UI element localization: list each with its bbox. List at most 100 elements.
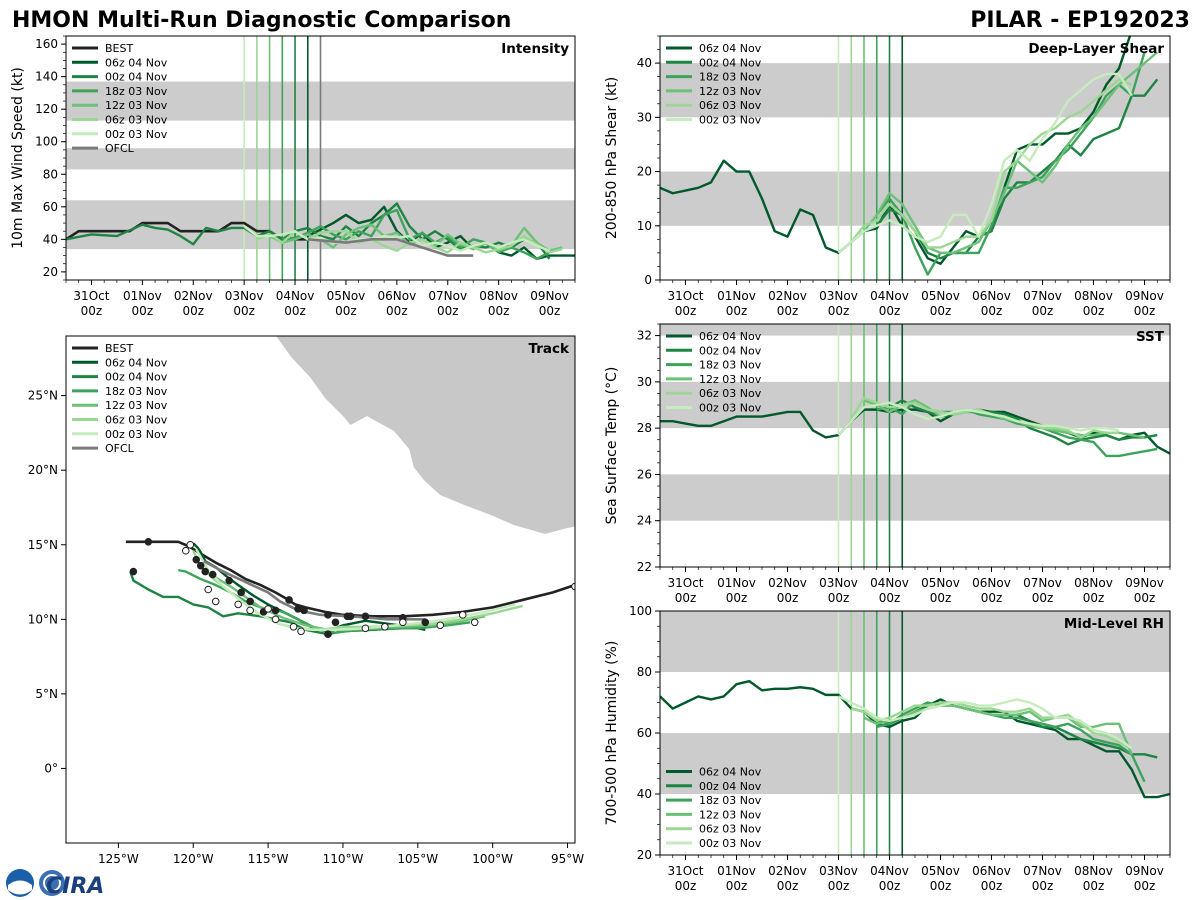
shear-xtick-hour: 00z (777, 304, 799, 318)
intensity-plot-area (66, 36, 575, 280)
track-marker-best (361, 612, 370, 621)
track-marker-ofcl (181, 546, 190, 555)
intensity-ytick-label: 160 (35, 37, 58, 51)
intensity-xtick-date: 07Nov (428, 289, 467, 303)
intensity-xtick-hour: 00z (233, 304, 255, 318)
rh-legend-label: 18z 03 Nov (699, 794, 762, 807)
track-marker-ofcl (361, 624, 370, 633)
track-ytick-label: 15°N (28, 538, 58, 552)
rh-band (660, 611, 1170, 672)
track-marker-best (196, 561, 205, 570)
track-legend-label: 00z 03 Nov (105, 428, 168, 441)
shear-xtick-date: 08Nov (1074, 289, 1113, 303)
shear-xtick-hour: 00z (1083, 304, 1105, 318)
track-marker-ofcl (204, 585, 213, 594)
intensity-series-00z-03-nov (243, 225, 550, 252)
track-marker-ofcl (297, 627, 305, 636)
sst-xtick-date: 06Nov (972, 576, 1011, 590)
rh-series-12z-03-nov (863, 704, 1133, 755)
intensity-series-18z-03-nov (282, 208, 551, 261)
shear-xtick-date: 06Nov (972, 289, 1011, 303)
rh-xtick-hour: 00z (879, 879, 901, 893)
csu-seal-icon (39, 870, 65, 896)
sst-title: SST (1136, 329, 1165, 345)
shear-ytick-label: 10 (637, 219, 652, 233)
rh-xtick-date: 07Nov (1023, 864, 1062, 878)
storm-id-title: PILAR - EP192023 (970, 8, 1190, 33)
track-marker-06z-04-nov (324, 630, 332, 639)
sst-legend-label: 12z 03 Nov (699, 373, 762, 386)
intensity-legend-label: 18z 03 Nov (105, 85, 168, 98)
rh-xtick-date: 01Nov (717, 864, 756, 878)
rh-xtick-hour: 00z (675, 879, 697, 893)
track-marker-ofcl (186, 540, 195, 549)
track-ytick-label: 20°N (28, 463, 58, 477)
track-marker-ofcl (436, 621, 445, 630)
sst-band (660, 324, 1170, 336)
sst-series-00z-03-nov (837, 401, 1120, 436)
track-title: Track (529, 341, 570, 357)
rh-xtick-hour: 00z (1032, 879, 1054, 893)
track-marker-best (285, 596, 293, 604)
rh-series-00z-03-nov (837, 695, 1133, 750)
shear-legend-label: 06z 04 Nov (699, 42, 762, 55)
shear-legend-label: 12z 03 Nov (699, 85, 762, 98)
intensity-legend-label: BEST (105, 42, 133, 55)
sst-ytick-label: 22 (637, 560, 652, 574)
shear-xtick-date: 09Nov (1125, 289, 1164, 303)
sst-band (660, 474, 1170, 521)
intensity-xtick-hour: 00z (335, 304, 357, 318)
intensity-xtick-hour: 00z (386, 304, 408, 318)
track-marker-ofcl (271, 615, 280, 624)
rh-panel: 2040608010031Oct00z01Nov00z02Nov00z03Nov… (604, 604, 1171, 893)
intensity-xtick-hour: 00z (81, 304, 103, 318)
track-legend-label: 06z 03 Nov (105, 414, 168, 427)
noaa-wave-icon (8, 880, 32, 895)
rh-ytick-label: 60 (637, 726, 652, 740)
track-legend-label: 12z 03 Nov (105, 399, 168, 412)
track-legend-label: 06z 04 Nov (105, 356, 168, 369)
sst-plot-area (660, 324, 1170, 567)
shear-band (660, 171, 1170, 226)
intensity-ytick-label: 20 (43, 265, 58, 279)
sst-xtick-hour: 00z (879, 591, 901, 605)
rh-band (660, 733, 1170, 794)
shear-series-12z-03-nov (863, 51, 1159, 255)
sst-xtick-hour: 00z (1134, 591, 1156, 605)
shear-xtick-hour: 00z (828, 304, 850, 318)
shear-series-00z-04-nov (875, 78, 1159, 260)
sst-ytick-label: 28 (637, 421, 652, 435)
shear-xtick-date: 01Nov (717, 289, 756, 303)
figure-title: HMON Multi-Run Diagnostic Comparison (12, 8, 511, 33)
shear-legend-label: 18z 03 Nov (699, 71, 762, 84)
sst-ytick-label: 30 (637, 375, 652, 389)
track-marker-best (129, 567, 138, 576)
shear-xtick-hour: 00z (930, 304, 952, 318)
rh-legend-label: 12z 03 Nov (699, 808, 762, 821)
sst-xtick-date: 31Oct (667, 576, 703, 590)
rh-xtick-date: 06Nov (972, 864, 1011, 878)
sst-xtick-date: 04Nov (870, 576, 909, 590)
sst-ytick-label: 24 (637, 514, 652, 528)
rh-xtick-hour: 00z (1083, 879, 1105, 893)
track-xtick-label: 95°W (551, 852, 584, 866)
rh-xtick-hour: 00z (777, 879, 799, 893)
shear-series-18z-03-nov (875, 51, 1146, 276)
rh-ytick-label: 40 (637, 787, 652, 801)
intensity-panel: 2040608010012014016031Oct00z01Nov00z02No… (10, 35, 576, 318)
intensity-ytick-label: 80 (43, 167, 58, 181)
sst-panel: 22242628303231Oct00z01Nov00z02Nov00z03No… (604, 323, 1171, 605)
track-marker-ofcl (289, 622, 298, 631)
sst-xtick-hour: 00z (981, 591, 1003, 605)
track-xtick-label: 120°W (173, 852, 214, 866)
shear-xtick-hour: 00z (1134, 304, 1156, 318)
intensity-ylabel: 10m Max Wind Speed (kt) (10, 67, 26, 249)
shear-legend-label: 00z 03 Nov (699, 114, 762, 127)
track-series-ofcl (203, 560, 426, 621)
shear-xtick-date: 04Nov (870, 289, 909, 303)
track-ytick-label: 25°N (28, 389, 58, 403)
shear-legend-label: 00z 04 Nov (699, 56, 762, 69)
sst-ytick-label: 32 (637, 329, 652, 343)
